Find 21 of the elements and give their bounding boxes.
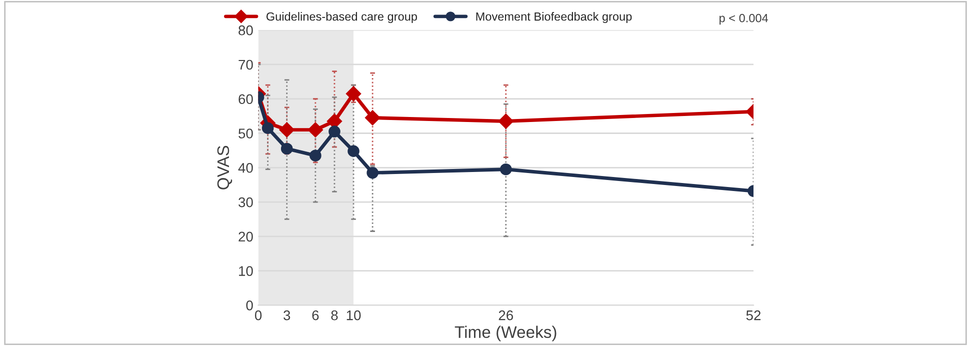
y-tick-label: 50	[238, 128, 253, 138]
legend-label: Movement Biofeedback group	[476, 12, 632, 24]
legend-label: Guidelines-based care group	[266, 12, 417, 24]
text: p < 0.004	[720, 14, 768, 25]
x-tick-label: 0	[254, 310, 262, 320]
y-tick-label: 70	[238, 60, 253, 70]
y-axis-title: QVAS	[217, 146, 232, 190]
y-tick-label: 30	[238, 197, 253, 208]
y-tick-label: 40	[238, 162, 253, 173]
x-axis-title: Time (Weeks)	[454, 326, 556, 342]
y-tick-label: 0	[246, 300, 253, 310]
y-tick-label: 10	[239, 266, 253, 276]
x-tick-label: 3	[284, 310, 290, 320]
x-tick-label: 52	[746, 310, 761, 320]
x-tick-label: 8	[331, 310, 338, 320]
y-tick-label: 20	[238, 232, 253, 242]
x-tick-label: 6	[312, 310, 319, 320]
x-tick-label: 26	[498, 310, 514, 320]
y-tick-label: 60	[238, 94, 253, 104]
x-tick-label: 10	[346, 310, 361, 320]
y-tick-label: 80	[238, 25, 253, 36]
